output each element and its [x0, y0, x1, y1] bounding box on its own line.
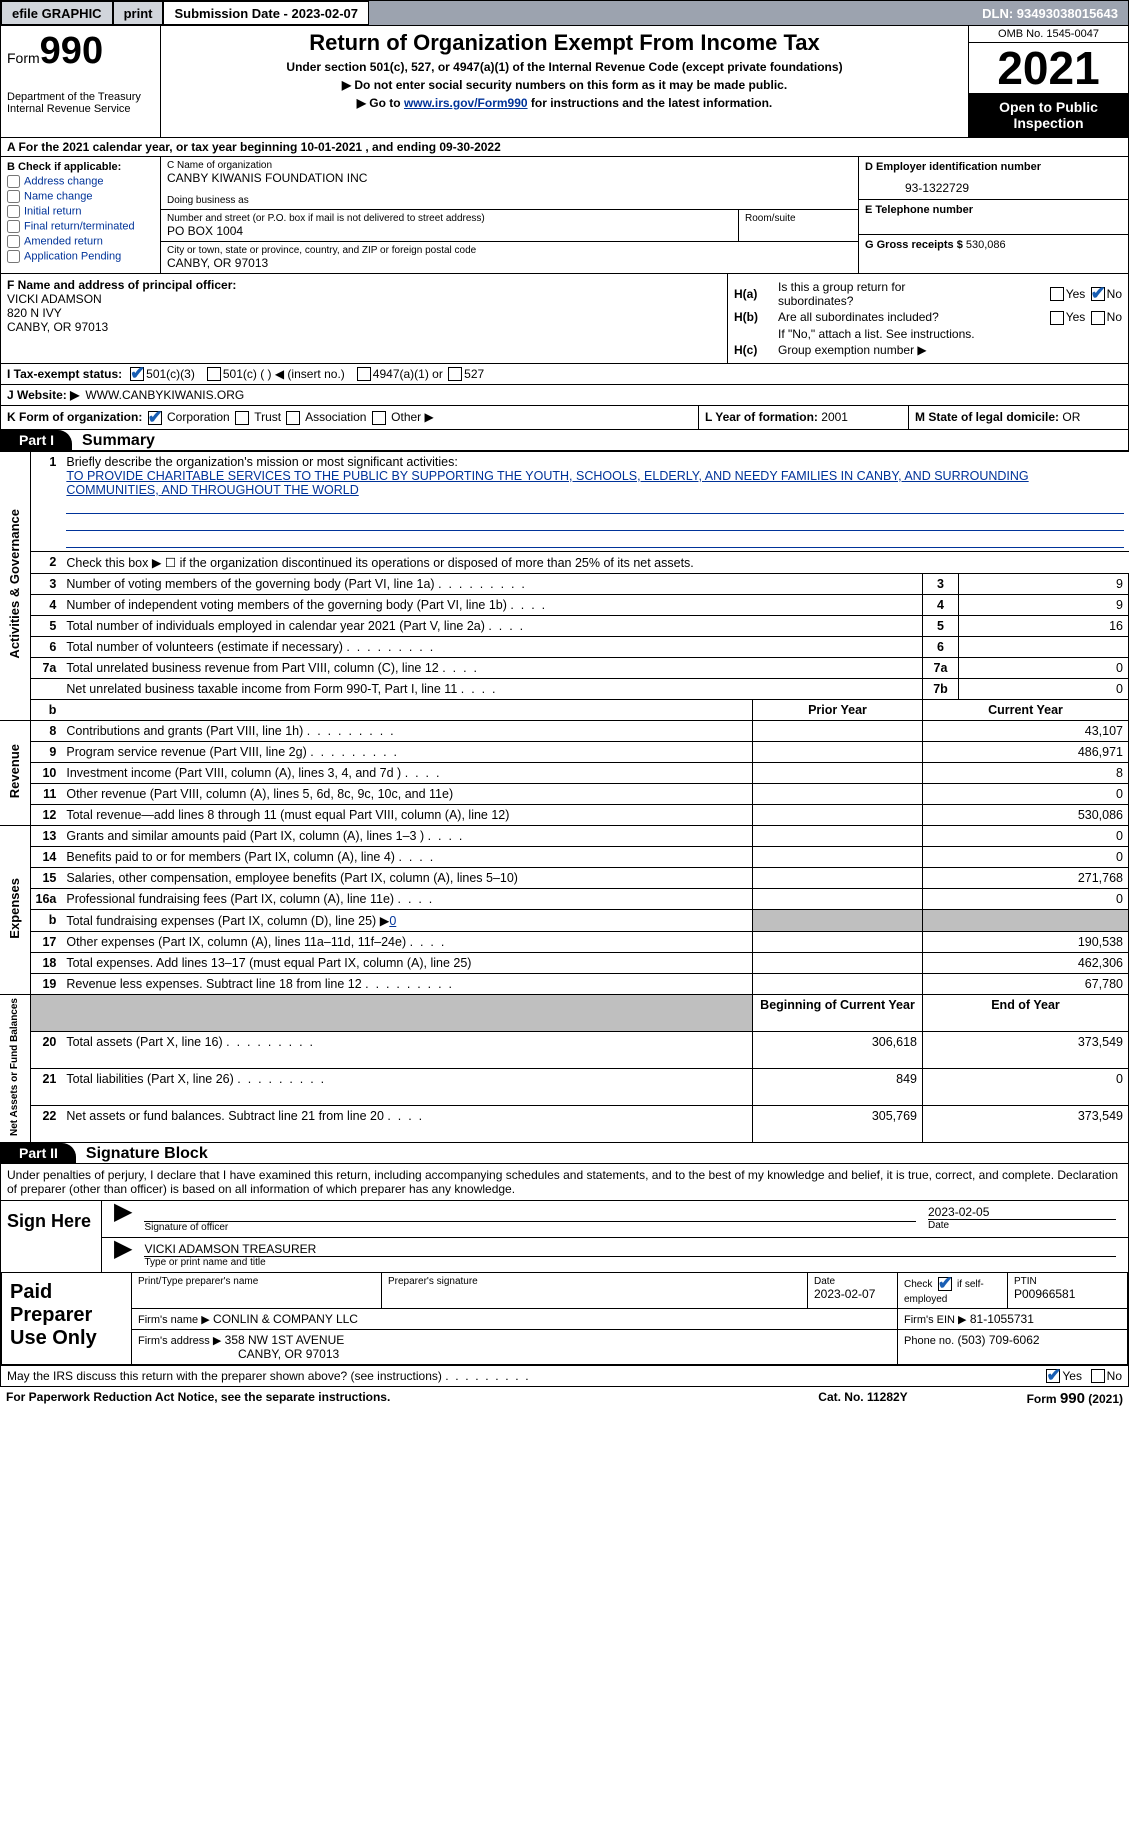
- row-k-form-org: K Form of organization: Corporation Trus…: [0, 406, 1129, 430]
- paid-preparer-label: Paid Preparer Use Only: [2, 1272, 132, 1364]
- ein-cell: D Employer identification number 93-1322…: [859, 157, 1128, 200]
- dept-label: Department of the TreasuryInternal Reven…: [7, 91, 154, 115]
- cb-assoc[interactable]: [286, 411, 300, 425]
- cb-final-return[interactable]: Final return/terminated: [7, 220, 154, 233]
- vlabel-ag: Activities & Governance: [7, 509, 22, 659]
- form-header: Form990 Department of the TreasuryIntern…: [0, 26, 1129, 138]
- omb-number: OMB No. 1545-0047: [969, 26, 1128, 43]
- cb-4947[interactable]: [357, 367, 371, 381]
- row-i-tax-status: I Tax-exempt status: 501(c)(3) 501(c) ( …: [0, 364, 1129, 385]
- cb-address-change[interactable]: Address change: [7, 175, 154, 188]
- ha-yes[interactable]: [1050, 287, 1064, 301]
- cb-501c3[interactable]: [130, 367, 144, 381]
- hb-no[interactable]: [1091, 311, 1105, 325]
- form-id-block: Form990 Department of the TreasuryIntern…: [1, 26, 161, 137]
- cb-other[interactable]: [372, 411, 386, 425]
- form-number: 990: [40, 30, 103, 72]
- cb-initial-return[interactable]: Initial return: [7, 205, 154, 218]
- sign-here-label: Sign Here: [1, 1200, 101, 1272]
- group-return: H(a) Is this a group return for subordin…: [728, 274, 1128, 363]
- street-cell: Number and street (or P.O. box if mail i…: [161, 210, 858, 242]
- section-fh: F Name and address of principal officer:…: [0, 274, 1129, 364]
- tax-year: 2021: [969, 43, 1128, 93]
- ha-no[interactable]: [1091, 287, 1105, 301]
- city-cell: City or town, state or province, country…: [161, 242, 858, 273]
- form-title: Return of Organization Exempt From Incom…: [165, 30, 964, 56]
- print-button[interactable]: print: [113, 1, 164, 25]
- vlabel-na: Net Assets or Fund Balances: [9, 998, 20, 1136]
- vlabel-rev: Revenue: [7, 744, 22, 798]
- col-c-org-info: C Name of organization CANBY KIWANIS FOU…: [161, 157, 858, 273]
- submission-date: Submission Date - 2023-02-07: [163, 1, 369, 25]
- dln-label: DLN: 93493038015643: [972, 1, 1128, 25]
- cb-name-change[interactable]: Name change: [7, 190, 154, 203]
- cb-self-employed[interactable]: [938, 1277, 952, 1291]
- irs-link[interactable]: www.irs.gov/Form990: [404, 96, 528, 110]
- form-label: Form: [7, 50, 40, 66]
- cb-application-pending[interactable]: Application Pending: [7, 250, 154, 263]
- section-bcd: B Check if applicable: Address change Na…: [0, 157, 1129, 274]
- form-title-block: Return of Organization Exempt From Incom…: [161, 26, 968, 137]
- signature-arrow-icon: ▶: [108, 1203, 138, 1235]
- col-b-checkboxes: B Check if applicable: Address change Na…: [1, 157, 161, 273]
- efile-graphic-button[interactable]: efile GRAPHIC: [1, 1, 113, 25]
- row-a-tax-year: A For the 2021 calendar year, or tax yea…: [0, 138, 1129, 157]
- cb-trust[interactable]: [235, 411, 249, 425]
- col-d-ein: D Employer identification number 93-1322…: [858, 157, 1128, 273]
- vlabel-exp: Expenses: [7, 878, 22, 939]
- website-value: WWW.CANBYKIWANIS.ORG: [85, 388, 244, 402]
- form-year-block: OMB No. 1545-0047 2021 Open to Public In…: [968, 26, 1128, 137]
- public-inspection: Open to Public Inspection: [969, 93, 1128, 137]
- form-subtitle-1: Under section 501(c), 527, or 4947(a)(1)…: [165, 60, 964, 74]
- cb-501c[interactable]: [207, 367, 221, 381]
- signature-block: Under penalties of perjury, I declare th…: [0, 1164, 1129, 1366]
- cb-527[interactable]: [448, 367, 462, 381]
- page-footer: For Paperwork Reduction Act Notice, see …: [0, 1387, 1129, 1410]
- discuss-no[interactable]: [1091, 1369, 1105, 1383]
- cb-amended-return[interactable]: Amended return: [7, 235, 154, 248]
- discuss-yes[interactable]: [1046, 1369, 1060, 1383]
- discuss-row: May the IRS discuss this return with the…: [0, 1366, 1129, 1388]
- row-j-website: J Website: ▶ WWW.CANBYKIWANIS.ORG: [0, 385, 1129, 406]
- principal-officer: F Name and address of principal officer:…: [1, 274, 728, 363]
- mission-text: TO PROVIDE CHARITABLE SERVICES TO THE PU…: [66, 469, 1028, 497]
- perjury-declaration: Under penalties of perjury, I declare th…: [1, 1164, 1128, 1200]
- paid-preparer-table: Paid Preparer Use Only Print/Type prepar…: [1, 1272, 1128, 1365]
- fundraising-link[interactable]: 0: [389, 914, 396, 928]
- form-subtitle-2b: ▶ Go to www.irs.gov/Form990 for instruct…: [165, 96, 964, 110]
- top-toolbar: efile GRAPHIC print Submission Date - 20…: [0, 0, 1129, 26]
- part2-header: Part IISignature Block: [0, 1143, 1129, 1164]
- signature-arrow-icon-2: ▶: [108, 1240, 138, 1270]
- gross-receipts-cell: G Gross receipts $ 530,086: [859, 235, 1128, 255]
- part1-header: Part ISummary: [0, 430, 1129, 451]
- col-b-label: B Check if applicable:: [7, 161, 154, 173]
- org-name-cell: C Name of organization CANBY KIWANIS FOU…: [161, 157, 858, 210]
- form-subtitle-2a: ▶ Do not enter social security numbers o…: [165, 78, 964, 92]
- telephone-cell: E Telephone number: [859, 200, 1128, 235]
- summary-table: Activities & Governance 1 Briefly descri…: [0, 451, 1129, 1143]
- cb-corp[interactable]: [148, 411, 162, 425]
- hb-yes[interactable]: [1050, 311, 1064, 325]
